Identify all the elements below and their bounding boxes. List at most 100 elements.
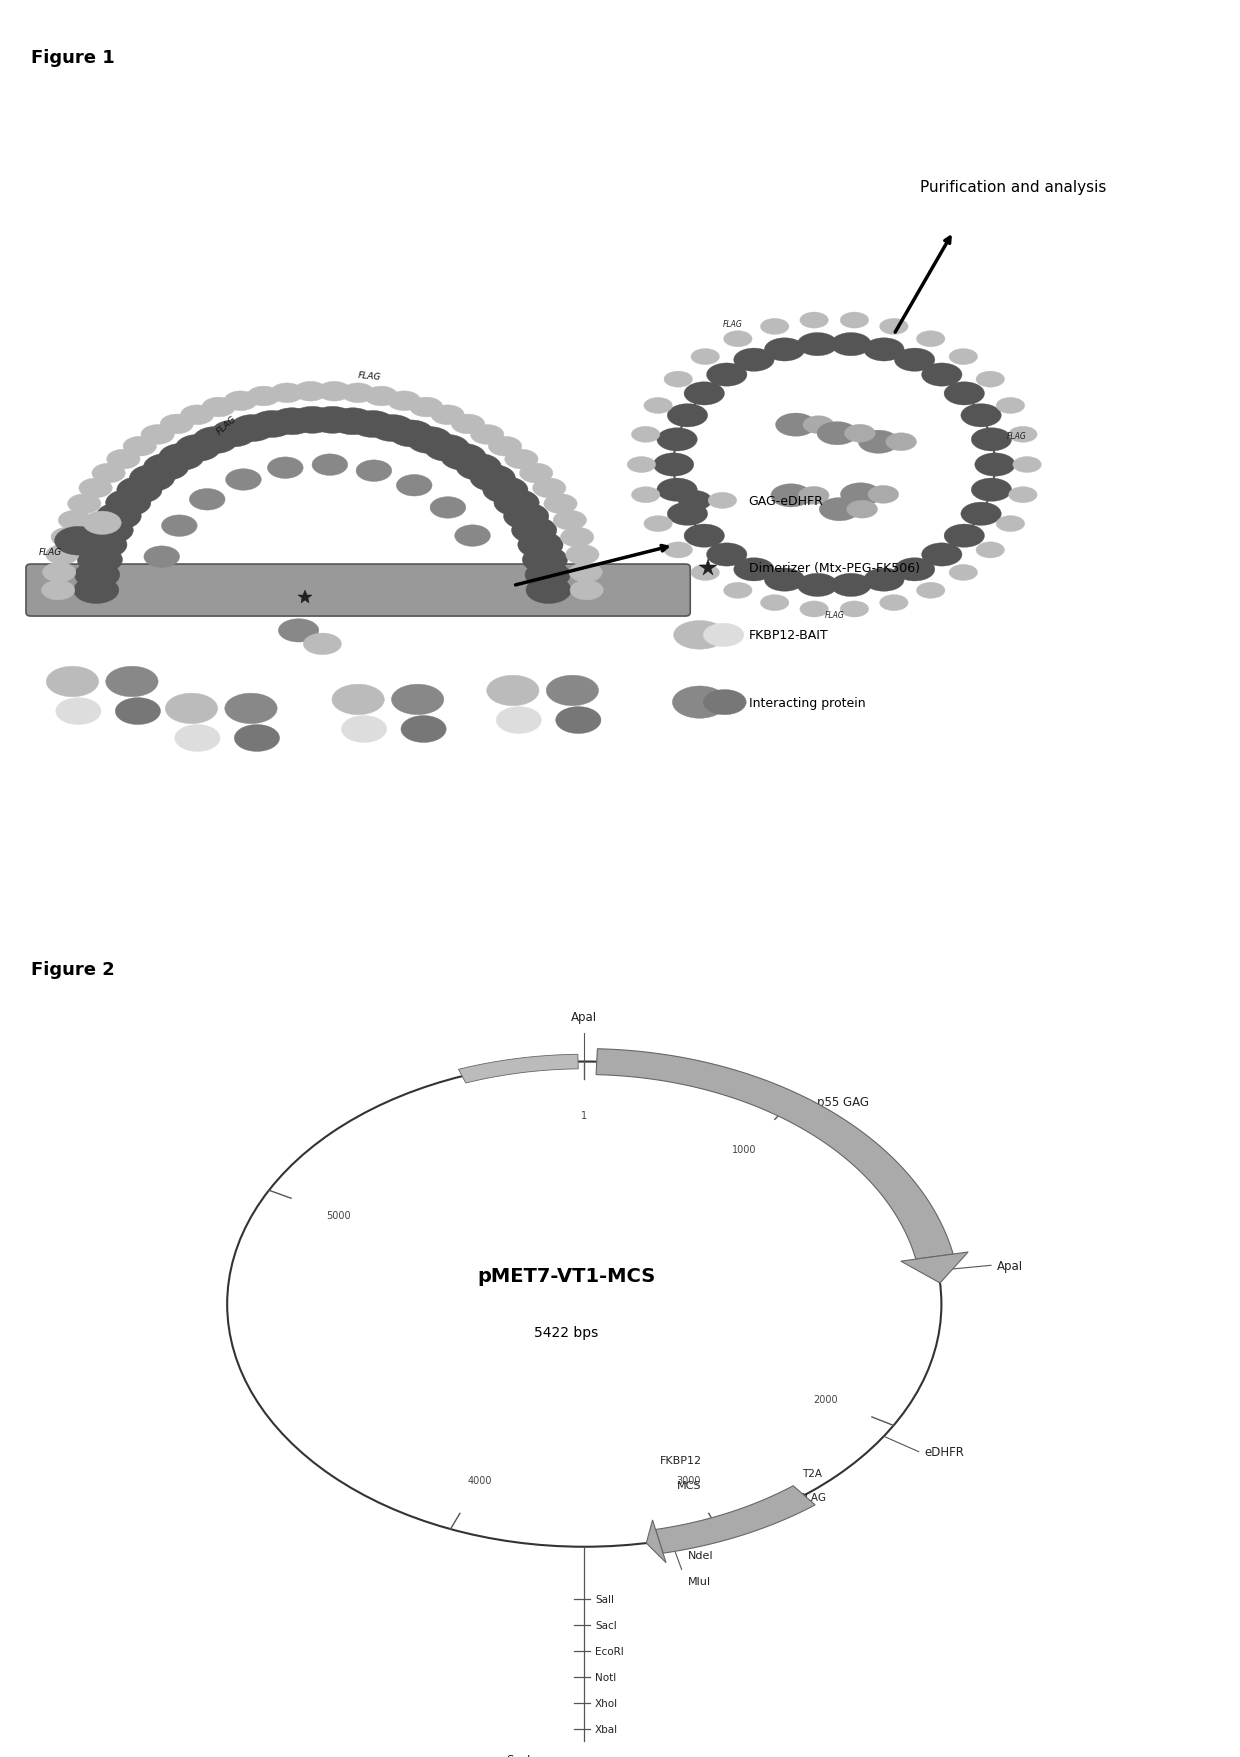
Ellipse shape	[46, 545, 79, 566]
Ellipse shape	[73, 578, 119, 604]
Ellipse shape	[678, 492, 712, 511]
Ellipse shape	[553, 511, 587, 531]
Ellipse shape	[961, 503, 1002, 525]
Polygon shape	[656, 1486, 815, 1553]
Ellipse shape	[949, 350, 977, 365]
Ellipse shape	[949, 566, 977, 582]
Text: 1: 1	[582, 1110, 588, 1121]
Ellipse shape	[51, 527, 84, 548]
Text: NotI: NotI	[595, 1673, 616, 1681]
Ellipse shape	[771, 485, 811, 508]
Ellipse shape	[77, 546, 123, 575]
Text: Interacting protein: Interacting protein	[749, 696, 866, 710]
Ellipse shape	[976, 543, 1004, 559]
Ellipse shape	[631, 427, 660, 443]
Ellipse shape	[760, 596, 789, 611]
Ellipse shape	[627, 457, 656, 473]
Ellipse shape	[365, 387, 398, 406]
Polygon shape	[646, 1520, 666, 1562]
Ellipse shape	[224, 694, 278, 724]
Ellipse shape	[864, 569, 904, 592]
Ellipse shape	[663, 372, 693, 388]
Ellipse shape	[42, 562, 76, 583]
Ellipse shape	[161, 515, 197, 538]
Ellipse shape	[764, 339, 805, 362]
Ellipse shape	[451, 415, 485, 434]
Ellipse shape	[858, 430, 899, 453]
Text: NdeI: NdeI	[687, 1550, 713, 1560]
Ellipse shape	[175, 436, 221, 462]
Ellipse shape	[691, 350, 719, 365]
Ellipse shape	[370, 415, 415, 443]
Text: XbaI: XbaI	[595, 1724, 618, 1734]
Ellipse shape	[46, 668, 99, 698]
Ellipse shape	[211, 420, 257, 448]
Ellipse shape	[703, 624, 744, 647]
Ellipse shape	[278, 620, 319, 643]
Ellipse shape	[181, 406, 213, 425]
Ellipse shape	[672, 687, 727, 719]
Ellipse shape	[799, 487, 830, 504]
Text: p55 GAG: p55 GAG	[817, 1095, 869, 1109]
Ellipse shape	[971, 478, 1012, 503]
Ellipse shape	[190, 488, 226, 511]
Ellipse shape	[975, 453, 1016, 476]
Ellipse shape	[996, 399, 1024, 415]
Ellipse shape	[270, 383, 304, 404]
Ellipse shape	[684, 383, 724, 406]
Ellipse shape	[123, 437, 156, 457]
Ellipse shape	[1013, 457, 1042, 473]
Ellipse shape	[192, 427, 238, 455]
Ellipse shape	[657, 478, 697, 503]
Ellipse shape	[95, 504, 141, 531]
Ellipse shape	[397, 474, 432, 497]
Ellipse shape	[847, 501, 878, 518]
Ellipse shape	[165, 694, 218, 724]
Text: 3000: 3000	[676, 1474, 701, 1485]
Ellipse shape	[707, 543, 746, 568]
Ellipse shape	[831, 575, 872, 597]
Ellipse shape	[916, 583, 945, 599]
Ellipse shape	[921, 543, 962, 568]
Ellipse shape	[107, 450, 140, 469]
Text: ApaI: ApaI	[997, 1260, 1023, 1272]
Text: MCS: MCS	[677, 1479, 702, 1490]
Ellipse shape	[456, 455, 501, 481]
Ellipse shape	[68, 494, 100, 515]
Ellipse shape	[971, 429, 1012, 452]
Ellipse shape	[350, 411, 396, 437]
Ellipse shape	[304, 634, 341, 655]
Text: FLAG: FLAG	[1007, 432, 1027, 441]
Ellipse shape	[841, 601, 869, 618]
Ellipse shape	[294, 381, 327, 402]
Ellipse shape	[482, 478, 528, 504]
Ellipse shape	[83, 511, 122, 536]
Ellipse shape	[802, 416, 833, 434]
Ellipse shape	[734, 559, 774, 582]
Ellipse shape	[159, 445, 205, 471]
Ellipse shape	[455, 525, 490, 546]
Ellipse shape	[667, 503, 708, 525]
Ellipse shape	[820, 499, 859, 522]
Ellipse shape	[430, 497, 466, 518]
Ellipse shape	[879, 320, 908, 336]
Ellipse shape	[229, 415, 275, 443]
Ellipse shape	[944, 383, 985, 406]
Text: FKBP12: FKBP12	[660, 1455, 702, 1465]
Ellipse shape	[470, 425, 503, 445]
Ellipse shape	[356, 460, 392, 481]
Text: 4000: 4000	[467, 1474, 492, 1485]
Text: pMET7-VT1-MCS: pMET7-VT1-MCS	[477, 1267, 656, 1286]
Ellipse shape	[921, 364, 962, 387]
Ellipse shape	[724, 583, 753, 599]
Ellipse shape	[708, 494, 737, 510]
Ellipse shape	[88, 518, 133, 545]
Ellipse shape	[175, 726, 219, 752]
Ellipse shape	[496, 708, 542, 734]
Ellipse shape	[868, 487, 899, 504]
Text: Figure 2: Figure 2	[31, 961, 114, 979]
Ellipse shape	[269, 409, 315, 436]
Ellipse shape	[489, 437, 522, 457]
Ellipse shape	[569, 562, 603, 583]
Ellipse shape	[533, 480, 565, 499]
